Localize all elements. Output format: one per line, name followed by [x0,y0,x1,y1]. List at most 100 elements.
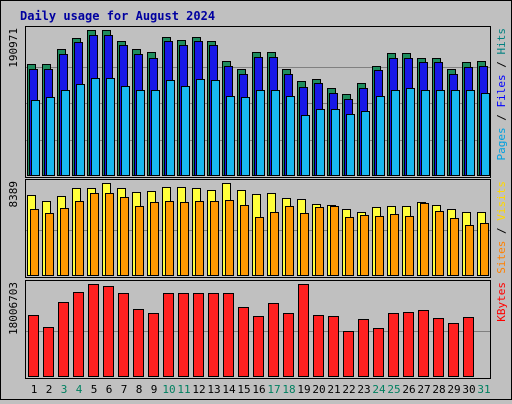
legend-item-files: Files [495,74,508,107]
bar-sites-29 [450,218,459,276]
bar-sites-30 [465,225,474,276]
day-label-22: 22 [342,383,355,396]
day-label-18: 18 [282,383,295,396]
bar-pages-3 [61,90,70,176]
bar-kbytes-28 [433,318,444,377]
bar-sites-10 [165,201,174,276]
bar-kbytes-27 [418,310,429,377]
panel-hits-files-pages: 190971 Pages / Files / Hits [7,26,508,178]
legend-item-kbytes: KBytes [495,282,508,322]
bar-kbytes-14 [223,293,234,377]
day-label-30: 30 [462,383,475,396]
day-label-13: 13 [207,383,220,396]
day-label-2: 2 [46,383,53,396]
legend-item-sites: Sites [495,241,508,274]
bar-kbytes-17 [268,303,279,377]
panel-kbytes: 18006703 KBytes [7,280,508,379]
bar-kbytes-22 [343,331,354,377]
day-label-5: 5 [91,383,98,396]
day-label-27: 27 [417,383,430,396]
bar-kbytes-4 [73,292,84,377]
day-label-11: 11 [177,383,190,396]
day-label-7: 7 [121,383,128,396]
bar-sites-22 [345,217,354,276]
day-label-17: 17 [267,383,280,396]
series-kbytes [28,284,474,377]
bar-pages-10 [166,80,175,176]
series-pages [31,78,490,176]
bar-kbytes-2 [43,327,54,377]
bar-pages-6 [106,78,115,176]
bar-sites-19 [300,213,309,276]
bar-sites-26 [405,216,414,276]
bar-kbytes-3 [58,302,69,377]
bar-sites-21 [330,206,339,276]
bar-sites-28 [435,211,444,276]
bar-pages-30 [466,90,475,176]
chart-panels: 190971 Pages / Files / Hits 8389 Sites / Vi… [7,26,508,379]
bar-pages-18 [286,96,295,176]
axis-max-label: 190971 [7,28,20,68]
bar-pages-24 [376,96,385,176]
bar-kbytes-6 [103,286,114,377]
legend-kbytes: KBytes [495,282,508,322]
bar-kbytes-15 [238,307,249,377]
bar-sites-27 [420,203,429,276]
bar-pages-23 [361,111,370,176]
bar-pages-11 [181,86,190,176]
legend-separator: / [495,108,508,128]
bar-kbytes-29 [448,323,459,377]
legend-separator: / [495,221,508,241]
bar-kbytes-12 [193,293,204,377]
bar-pages-26 [406,88,415,176]
day-label-10: 10 [162,383,175,396]
bar-kbytes-30 [463,317,474,377]
bar-pages-8 [136,90,145,176]
bar-kbytes-7 [118,293,129,377]
day-label-25: 25 [387,383,400,396]
panel-border [25,179,491,278]
bar-kbytes-23 [358,319,369,377]
bar-sites-4 [75,201,84,276]
day-label-9: 9 [151,383,158,396]
bar-pages-5 [91,78,100,176]
bar-sites-16 [255,217,264,276]
bar-pages-27 [421,90,430,176]
chart-title: Daily usage for August 2024 [20,9,215,23]
bar-pages-12 [196,79,205,176]
bar-sites-2 [45,213,54,276]
legend-visits-sites: Sites / Visits [495,181,508,274]
bar-kbytes-1 [28,315,39,377]
bar-kbytes-21 [328,316,339,377]
bar-kbytes-20 [313,315,324,377]
bar-sites-23 [360,215,369,276]
bar-sites-12 [195,201,204,276]
day-label-19: 19 [297,383,310,396]
bar-kbytes-25 [388,313,399,377]
bar-pages-15 [241,97,250,176]
bar-sites-3 [60,208,69,276]
day-label-4: 4 [76,383,83,396]
bar-sites-14 [225,200,234,276]
bar-kbytes-18 [283,313,294,377]
bar-pages-28 [436,90,445,176]
bar-kbytes-19 [298,284,309,377]
series-sites [30,193,489,276]
bar-pages-16 [256,90,265,176]
bar-kbytes-16 [253,316,264,377]
panel-border [25,280,491,379]
bar-pages-1 [31,100,40,176]
day-label-1: 1 [31,383,38,396]
legend-hits-files-pages: Pages / Files / Hits [495,28,508,161]
bar-pages-20 [316,109,325,176]
bar-pages-4 [76,84,85,176]
day-label-12: 12 [192,383,205,396]
bar-sites-1 [30,209,39,276]
axis-max-label: 8389 [7,181,20,208]
bar-sites-24 [375,216,384,276]
day-label-21: 21 [327,383,340,396]
bar-pages-2 [46,97,55,176]
bar-pages-25 [391,90,400,176]
